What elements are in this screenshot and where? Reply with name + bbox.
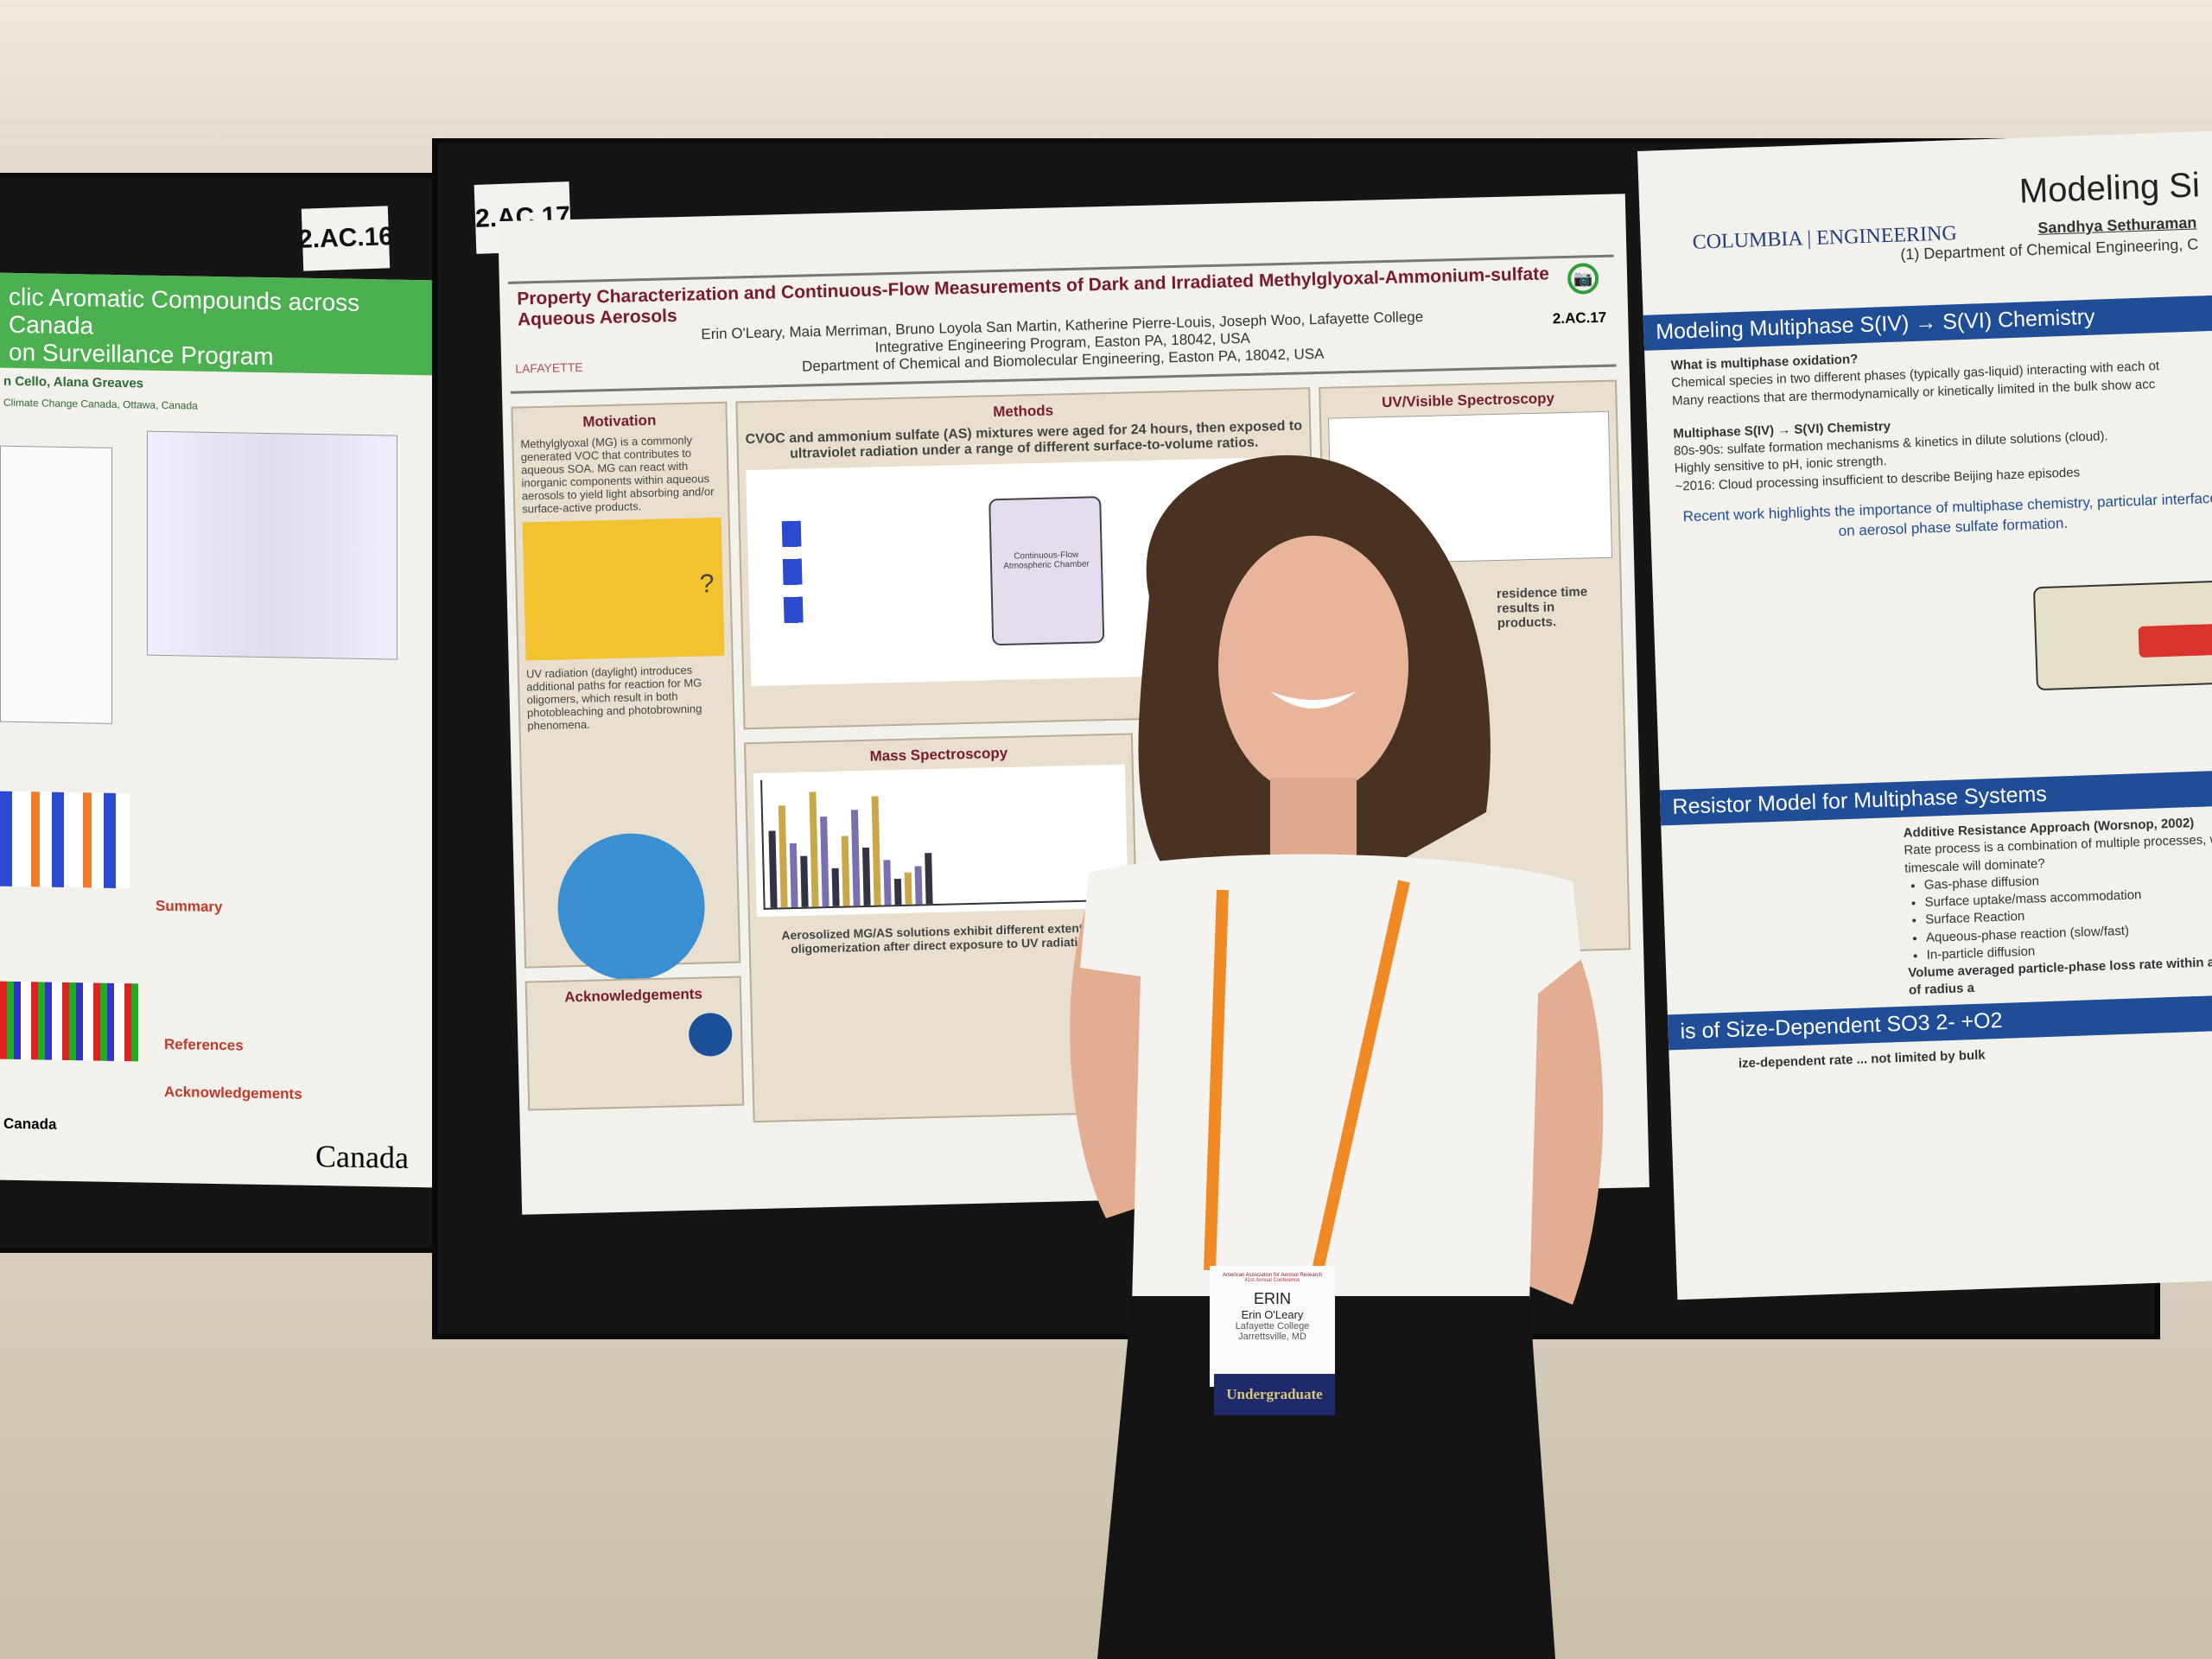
right-poster-title: Modeling Si [2018, 166, 2201, 211]
badge-conference: 41st Annual Conference [1244, 1278, 1300, 1283]
left-ack-heading: Acknowledgements [164, 1083, 302, 1103]
left-references-heading: References [164, 1035, 244, 1054]
motivation-heading: Motivation [582, 411, 657, 430]
badge-location: Jarrettsville, MD [1238, 1332, 1306, 1342]
white-top [1080, 854, 1581, 1305]
lanyard [1204, 880, 1410, 1272]
svi-box [2138, 623, 2212, 658]
box-plot-figure [147, 430, 397, 660]
motivation-text-2: UV radiation (daylight) introduces addit… [525, 663, 702, 733]
arm-left [1070, 899, 1158, 1218]
acknowledgements-heading: Acknowledgements [564, 985, 703, 1006]
poster-id: 2.AC.17 [1552, 308, 1607, 327]
grouped-bar-figure [0, 981, 138, 1062]
uv-vis-heading: UV/Visible Spectroscopy [1381, 390, 1555, 411]
acknowledgements-section: Acknowledgements [524, 976, 745, 1111]
scatter-figure [0, 445, 112, 724]
left-summary-heading: Summary [156, 897, 223, 916]
smile [1270, 691, 1357, 709]
badge-full-name: Erin O'Leary [1241, 1308, 1304, 1321]
badge-org: American Association for Aerosol Researc… [1222, 1273, 1323, 1278]
badge-nickname: ERIN [1253, 1290, 1291, 1307]
lafayette-logo: LAFAYETTE [515, 359, 583, 376]
black-pants [1097, 1296, 1555, 1659]
motivation-text: Methylglyoxal (MG) is a commonly generat… [520, 433, 715, 516]
left-poster-header: clic Aromatic Compounds across Canada on… [0, 272, 432, 376]
left-footer: Canada [3, 1115, 57, 1133]
right-section-2-body: Additive Resistance Approach (Worsnop, 2… [1903, 813, 2212, 1000]
name-badge: American Association for Aerosol Researc… [1210, 1266, 1335, 1387]
badge-ribbon: Undergraduate [1214, 1374, 1335, 1415]
board-label-left: 2.AC.16 [297, 206, 394, 271]
right-poster-author: Sandhya Sethuraman [2037, 213, 2197, 237]
person-photo-subject [1070, 454, 1604, 1659]
droplet-figure [556, 831, 707, 982]
right-s1: ize-dependent rate ... not limited by bu… [1738, 1047, 1986, 1071]
flow-controllers [781, 520, 804, 626]
canada-logo: Canada [315, 1139, 409, 1175]
center-poster-header: Property Characterization and Continuous… [507, 254, 1617, 394]
left-poster: clic Aromatic Compounds across Canada on… [0, 272, 432, 1188]
badge-institution: Lafayette College [1235, 1321, 1310, 1332]
nsf-logo [688, 1012, 733, 1057]
motivation-section: Motivation Methylglyoxal (MG) is a commo… [511, 401, 741, 982]
question-mark: ? [699, 569, 715, 599]
face [1218, 536, 1408, 795]
left-poster-title: clic Aromatic Compounds across Canada [9, 283, 360, 340]
reaction-scheme-figure: ? [522, 517, 725, 661]
bar-chart-figure [0, 791, 130, 889]
